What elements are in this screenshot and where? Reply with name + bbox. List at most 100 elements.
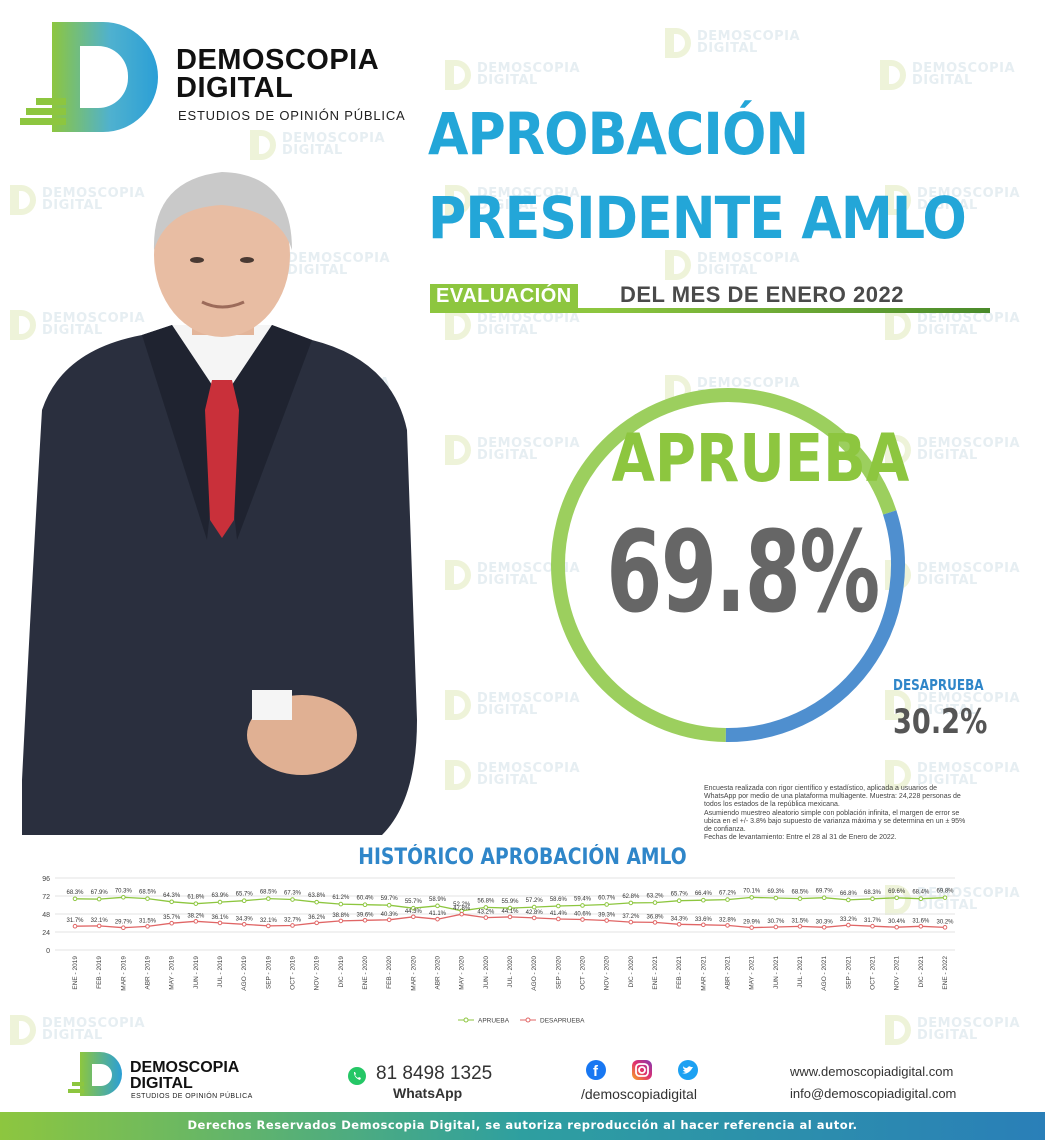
data-point — [507, 914, 513, 920]
watermark-line1: DEMOSCOPIA — [287, 251, 391, 266]
phone-number[interactable]: 81 8498 1325 — [376, 1063, 493, 1084]
watermark-line1: DEMOSCOPIA — [697, 251, 801, 266]
x-tick-label: JUL - 2021 — [797, 956, 804, 988]
data-point — [290, 923, 295, 928]
watermark-logo-icon — [885, 760, 911, 790]
watermark-line1: DEMOSCOPIA — [477, 761, 581, 776]
data-point — [338, 901, 344, 907]
watermark-line2: DIGITAL — [287, 263, 348, 278]
watermark-line2: DIGITAL — [477, 773, 538, 788]
data-label: 33.6% — [695, 917, 713, 923]
data-point — [193, 919, 199, 924]
data-point — [217, 920, 223, 926]
data-label: 38.8% — [332, 913, 350, 919]
data-point — [797, 924, 803, 929]
twitter-icon[interactable] — [678, 1060, 698, 1080]
data-label: 40.6% — [574, 912, 592, 918]
watermark-line2: DIGITAL — [282, 143, 343, 158]
data-point — [411, 905, 416, 911]
data-label: 68.4% — [912, 890, 930, 896]
x-tick-label: FEB - 2020 — [386, 956, 393, 989]
data-label: 63.2% — [646, 894, 664, 900]
data-label: 58.9% — [429, 897, 447, 903]
x-tick-label: ENE - 2021 — [652, 956, 659, 990]
website-link[interactable]: www.demoscopiadigital.com — [790, 1064, 954, 1079]
whatsapp-icon[interactable] — [348, 1067, 366, 1085]
data-label: 55.9% — [501, 899, 519, 905]
watermark-line1: DEMOSCOPIA — [477, 61, 581, 76]
data-point — [797, 896, 803, 901]
x-tick-label: MAY - 2019 — [169, 956, 176, 990]
email-link[interactable]: info@demoscopiadigital.com — [790, 1086, 957, 1101]
data-point — [870, 923, 875, 929]
watermark-line1: DEMOSCOPIA — [917, 436, 1021, 451]
data-point — [72, 923, 78, 929]
data-point — [846, 922, 851, 928]
x-tick-label: SEP - 2020 — [555, 956, 562, 990]
data-label: 64.3% — [163, 893, 181, 899]
watermark-logo-icon — [885, 1015, 911, 1045]
data-label: 33.2% — [840, 917, 858, 923]
x-tick-label: OCT - 2019 — [290, 956, 297, 990]
watermark-line1: DEMOSCOPIA — [42, 311, 146, 326]
watermark-logo-icon — [10, 1015, 36, 1045]
watermark-logo-icon — [445, 185, 471, 215]
watermark-line1: DEMOSCOPIA — [42, 1016, 146, 1031]
watermark-logo-icon — [880, 60, 906, 90]
x-tick-label: DIC - 2019 — [338, 956, 345, 988]
watermark-line1: DEMOSCOPIA — [917, 886, 1021, 901]
evaluation-badge: EVALUACIÓN — [430, 284, 578, 308]
data-point — [870, 896, 875, 902]
data-label: 29.7% — [115, 920, 133, 926]
data-label: 68.3% — [66, 890, 84, 896]
data-label: 38.2% — [187, 913, 205, 919]
x-tick-label: JUN - 2021 — [773, 956, 780, 989]
x-tick-label: JUL - 2020 — [507, 956, 514, 988]
x-tick-label: AGO - 2020 — [531, 956, 538, 991]
data-label: 43.2% — [477, 910, 495, 916]
chart-title: HISTÓRICO APROBACIÓN AMLO — [358, 845, 687, 870]
watermark-line2: DIGITAL — [917, 703, 978, 718]
watermark-logo-icon — [445, 760, 471, 790]
data-point — [483, 905, 489, 910]
data-label: 36.2% — [308, 915, 326, 921]
data-point — [96, 923, 102, 929]
data-point — [145, 924, 150, 929]
data-point — [942, 895, 948, 900]
data-label: 62.8% — [622, 894, 640, 900]
data-label: 31.5% — [791, 918, 809, 924]
data-point — [701, 897, 706, 903]
data-label: 70.1% — [743, 888, 761, 894]
data-point — [556, 916, 561, 922]
watermark-line2: DIGITAL — [917, 773, 978, 788]
x-tick-label: ABR - 2019 — [145, 956, 152, 990]
social-handle[interactable]: /demoscopiadigital — [581, 1086, 697, 1102]
data-point — [580, 903, 585, 908]
x-tick-label: SEP - 2021 — [845, 956, 852, 990]
data-label: 70.3% — [115, 888, 133, 894]
data-label: 69.7% — [816, 889, 834, 895]
data-point — [676, 898, 682, 904]
data-point — [628, 919, 634, 925]
data-label: 32.7% — [284, 917, 302, 923]
instagram-icon[interactable] — [632, 1060, 652, 1080]
watermark-line2: DIGITAL — [917, 198, 978, 213]
data-label: 56.8% — [477, 898, 495, 904]
data-point — [507, 905, 513, 911]
watermark-line1: DEMOSCOPIA — [282, 131, 386, 146]
data-point — [96, 896, 102, 902]
facebook-icon[interactable]: f — [586, 1060, 606, 1080]
data-point — [314, 920, 319, 926]
watermark-logo-icon — [885, 885, 911, 915]
legend-label: APRUEBA — [478, 1018, 510, 1025]
watermark-line2: DIGITAL — [477, 448, 538, 463]
watermark-logo-icon — [445, 310, 471, 340]
x-tick-label: JUL - 2019 — [217, 956, 224, 988]
data-point — [459, 911, 464, 917]
x-tick-label: MAY - 2021 — [749, 956, 756, 990]
